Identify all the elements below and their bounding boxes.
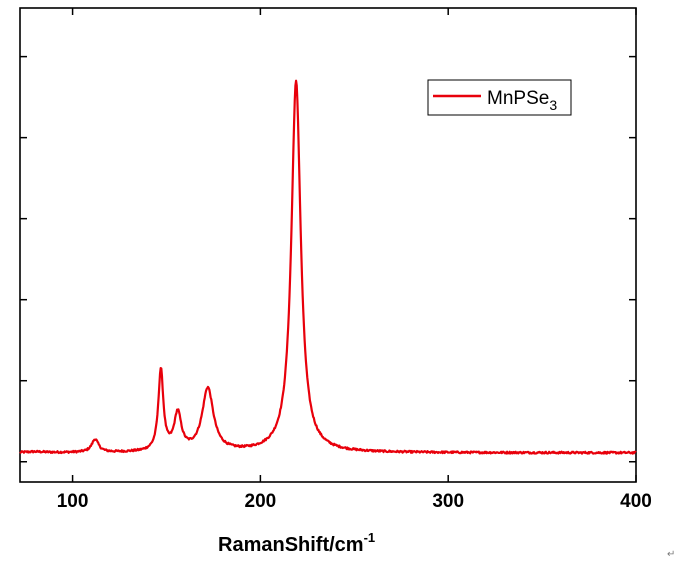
x-tick-label: 300 [432,491,464,512]
x-axis-title: RamanShift/cm-1 [218,530,375,556]
y-axis-left-ticks [20,55,27,463]
x-tick-label: 200 [245,491,277,512]
paragraph-mark: ↵ [667,549,676,560]
x-axis-title-superscript: -1 [364,530,376,545]
legend: MnPSe3 [427,79,572,116]
legend-label: MnPSe3 [487,88,557,113]
legend-label-subscript: 3 [549,97,557,113]
x-tick-label: 400 [620,491,652,512]
x-tick-label: 100 [57,491,89,512]
y-axis-right-ticks [629,55,636,463]
plot-frame [19,7,637,483]
x-axis-top-ticks [71,8,637,15]
legend-box [427,79,572,116]
series-line-mnpse3 [19,79,637,455]
x-axis-title-main: RamanShift/cm [218,534,364,556]
x-axis-bottom-ticks [71,475,637,482]
legend-label-main: MnPSe [487,88,549,109]
x-axis-tick-labels: 100 200 300 400 [57,491,652,512]
